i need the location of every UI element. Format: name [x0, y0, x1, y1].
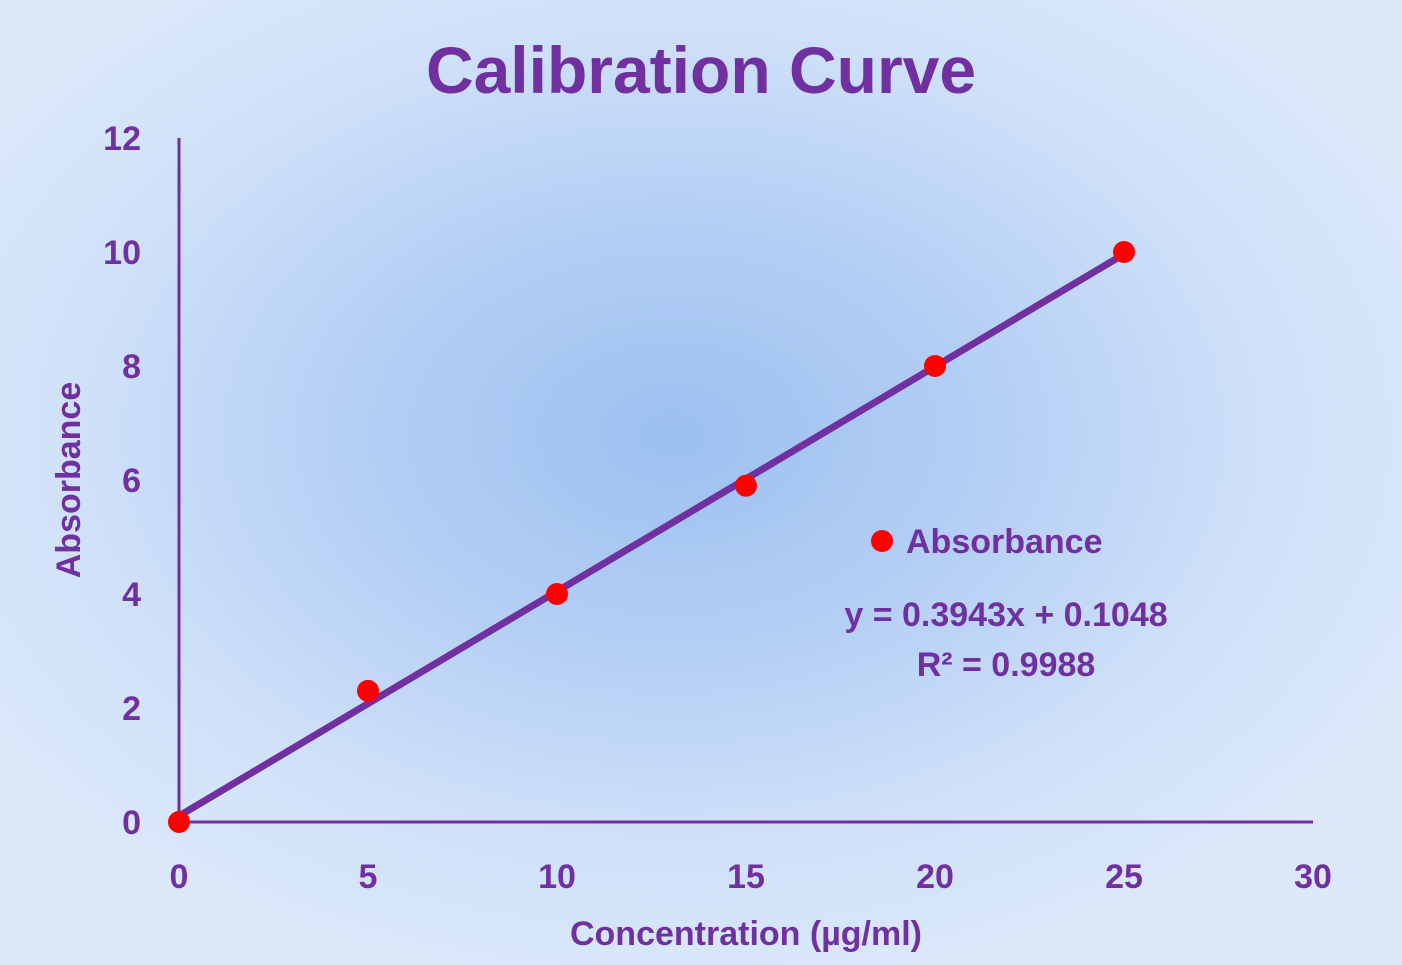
x-tick-label: 20	[916, 858, 954, 896]
y-tick-label: 10	[103, 234, 141, 272]
y-axis-label: Absorbance	[50, 382, 88, 579]
y-tick-label: 8	[122, 348, 141, 386]
legend-label: Absorbance	[906, 523, 1103, 561]
x-tick-label: 15	[727, 858, 765, 896]
y-tick-label: 12	[103, 120, 141, 158]
data-point	[168, 811, 190, 833]
y-tick-label: 0	[122, 804, 141, 842]
trendline	[175, 250, 1128, 820]
x-axis-label: Concentration (µg/ml)	[570, 915, 922, 953]
x-tick-label: 25	[1105, 858, 1143, 896]
data-point	[357, 679, 379, 702]
trendline-r2: R² = 0.9988	[917, 646, 1096, 684]
y-tick-label: 4	[122, 576, 141, 614]
x-tick-label: 5	[359, 858, 378, 896]
x-tick-label: 30	[1294, 858, 1332, 896]
y-tick-label: 2	[122, 690, 141, 728]
legend-marker	[871, 530, 893, 552]
trendline-equation: y = 0.3943x + 0.1048	[844, 596, 1167, 634]
data-point	[735, 474, 757, 497]
y-tick-labels: 0 2 4 6 8 10 12	[103, 120, 141, 842]
x-tick-label: 10	[538, 858, 576, 896]
data-point	[1113, 241, 1135, 263]
chart-title: Calibration Curve	[426, 33, 976, 107]
data-point	[546, 583, 568, 605]
trendline-line	[175, 250, 1128, 820]
data-point	[924, 355, 946, 377]
x-tick-label: 0	[170, 858, 189, 896]
y-tick-label: 6	[122, 462, 141, 500]
legend: Absorbance	[871, 523, 1103, 561]
axes	[177, 138, 1313, 824]
data-points	[168, 241, 1135, 833]
x-tick-labels: 0 5 10 15 20 25 30	[170, 858, 1332, 896]
